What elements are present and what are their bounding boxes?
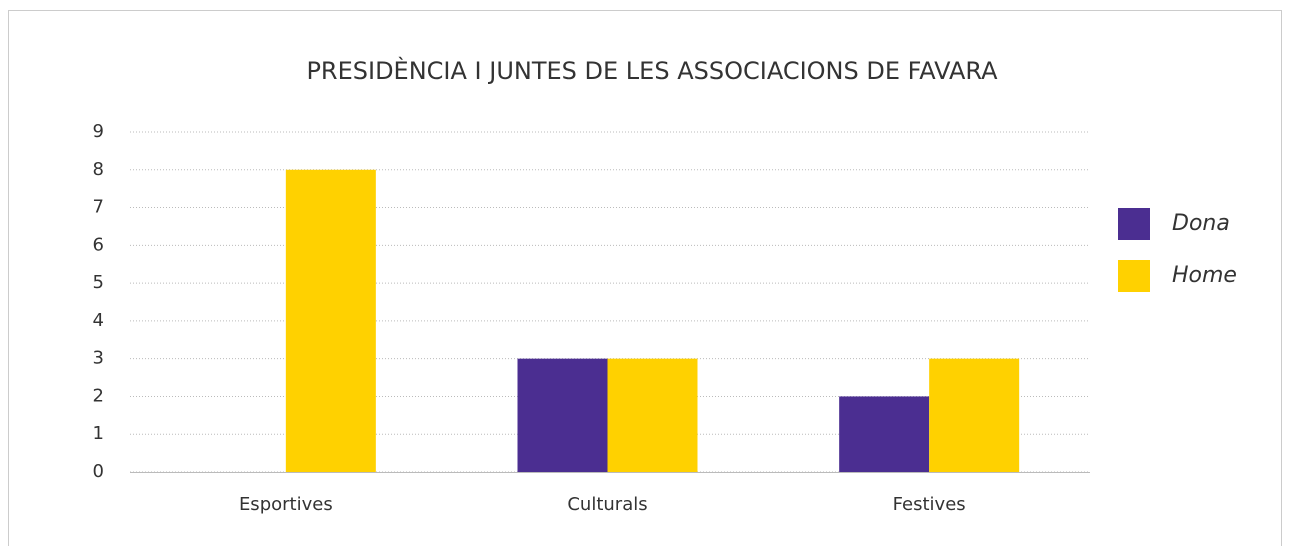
chart-title: PRESIDÈNCIA I JUNTES DE LES ASSOCIACIONS… (306, 56, 998, 85)
y-tick-label: 9 (93, 121, 104, 142)
y-tick-label: 0 (93, 461, 104, 482)
bar (517, 358, 608, 472)
y-tick-label: 4 (93, 310, 104, 331)
y-tick-label: 3 (93, 348, 104, 369)
bar (839, 396, 930, 472)
bar (607, 358, 698, 472)
legend-swatch (1118, 260, 1150, 292)
x-tick-label: Culturals (567, 494, 647, 515)
x-tick-label: Festives (893, 494, 966, 515)
legend-label: Dona (1172, 211, 1230, 236)
chart-frame (8, 10, 1282, 546)
y-tick-label: 7 (93, 197, 104, 218)
y-tick-label: 5 (93, 272, 104, 293)
y-tick-label: 1 (93, 423, 104, 444)
bar (929, 358, 1020, 472)
bar (285, 169, 376, 472)
legend-label: Home (1172, 263, 1237, 288)
legend-swatch (1118, 208, 1150, 240)
y-tick-label: 8 (93, 159, 104, 180)
y-tick-label: 2 (93, 385, 104, 406)
x-tick-label: Esportives (239, 494, 333, 515)
y-tick-label: 6 (93, 234, 104, 255)
